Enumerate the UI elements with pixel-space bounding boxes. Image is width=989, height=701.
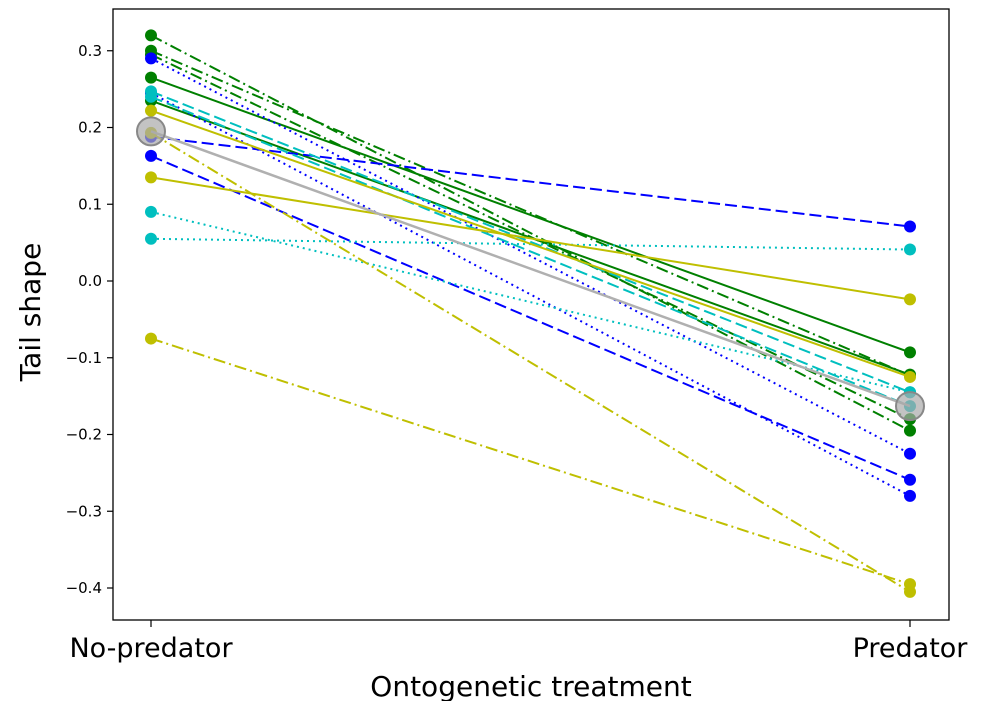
y-tick-label: −0.2 [66,426,102,444]
series-1-line [150,49,911,377]
series-12-point-0 [145,232,157,245]
series-5-line [150,57,911,455]
series-10-point-0 [145,90,157,103]
series-8-point-1 [904,473,916,486]
mean-layer [136,116,925,422]
series-7-point-1 [904,220,916,233]
series-0 [145,29,916,437]
series-6-point-1 [904,489,916,502]
series-7-line [150,135,911,228]
x-axis: No-predator Predator [69,620,968,664]
series-14-line [150,176,911,301]
series-5 [145,52,916,460]
series-14 [145,171,916,306]
x-tick-label: Predator [853,633,969,664]
series-13-line [150,109,911,378]
series-16-line [150,337,911,586]
series-6-line [150,92,911,497]
series-11 [145,205,916,399]
series-9 [145,85,916,399]
series-3-point-0 [145,71,157,84]
y-tick-label: −0.1 [66,349,102,367]
series-layer [145,29,916,598]
series-11-point-0 [145,205,157,218]
series-9-line [150,90,911,394]
y-tick-label: 0.0 [78,272,102,290]
series-11-line [150,210,911,394]
series-13-point-0 [145,104,157,117]
plot-frame [112,8,950,621]
series-15-line [150,132,911,593]
series-13 [145,104,916,383]
series-16-point-0 [145,332,157,345]
series-8-line [150,154,911,481]
series-8 [145,149,916,486]
y-axis: 0.3 0.2 0.1 0.0 −0.1 −0.2 −0.3 −0.4 [66,42,113,597]
series-5-point-0 [145,52,157,65]
series-14-point-0 [145,171,157,184]
series-8-point-0 [145,149,157,162]
series-12-point-1 [904,243,916,256]
mean-point-1 [895,391,925,422]
series-3-line [150,76,911,354]
y-tick-label: −0.3 [66,502,102,520]
series-13-point-1 [904,370,916,383]
series-3 [145,71,916,359]
series-5-point-1 [904,447,916,460]
series-14-point-1 [904,293,916,306]
y-tick-label: 0.1 [78,195,102,213]
series-3-point-1 [904,346,916,359]
mean-point-0 [136,116,166,147]
y-tick-label: −0.4 [66,579,102,597]
series-7 [145,130,916,233]
y-axis-label: Tail shape [14,243,47,383]
mean-line [150,130,911,408]
series-0-point-0 [145,29,157,42]
y-tick-label: 0.2 [78,119,102,137]
y-tick-label: 0.3 [78,42,102,60]
series-16-point-1 [904,578,916,591]
x-axis-label: Ontogenetic treatment [370,670,691,701]
series-10 [145,90,916,413]
series-16 [145,332,916,591]
series-0-line [150,34,911,432]
x-tick-label: No-predator [69,633,233,664]
series-10-line [150,95,911,408]
series-0-point-1 [904,424,916,437]
